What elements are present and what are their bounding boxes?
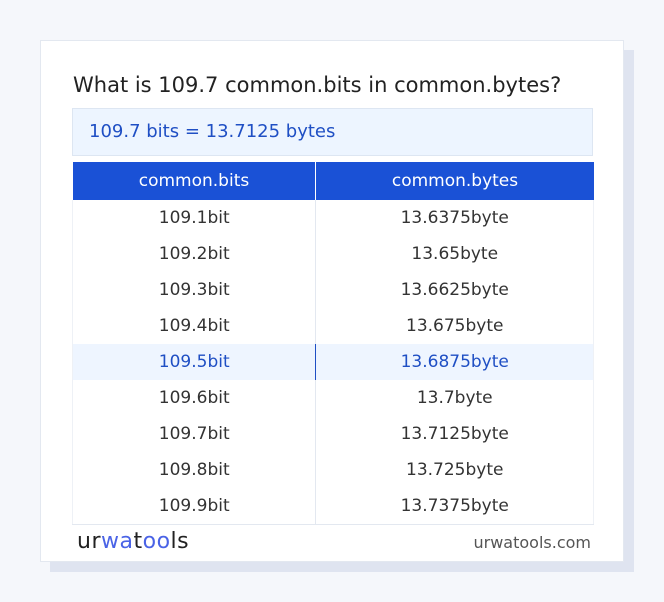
bytes-cell: 13.65byte bbox=[411, 244, 499, 264]
bits-cell: 109.8bit bbox=[72, 452, 317, 488]
bytes-cell: 13.6375byte bbox=[400, 208, 509, 228]
bytes-cell: 13.7375byte bbox=[400, 496, 509, 516]
bytes-cell: 13.7byte bbox=[416, 388, 493, 408]
table-row: 109.9bit 13.7375byte bbox=[72, 488, 594, 525]
column-header-bits: common.bits bbox=[72, 162, 317, 200]
bits-cell: 109.7bit bbox=[72, 416, 317, 452]
table-row: 109.5bit 13.6875byte bbox=[72, 344, 594, 380]
bytes-cell: 13.675byte bbox=[406, 316, 504, 336]
bits-cell: 109.2bit bbox=[72, 236, 317, 272]
table-row: 109.7bit 13.7125byte bbox=[72, 416, 594, 452]
conversion-result: 109.7 bits = 13.7125 bytes bbox=[72, 108, 593, 156]
site-link[interactable]: urwatools.com bbox=[473, 533, 592, 552]
conversion-table: common.bits common.bytes 109.1bit 13.6375… bbox=[72, 162, 594, 525]
bits-cell: 109.5bit bbox=[72, 344, 317, 380]
bytes-cell: 13.6625byte bbox=[400, 280, 509, 300]
converter-card: What is 109.7 common.bits in common.byte… bbox=[40, 40, 624, 562]
bytes-cell: 13.725byte bbox=[406, 460, 504, 480]
table-row: 109.8bit 13.725byte bbox=[72, 452, 594, 488]
table-row: 109.1bit 13.6375byte bbox=[72, 200, 594, 236]
urwatools-logo[interactable]: urwatools bbox=[77, 529, 190, 554]
bytes-cell: 13.7125byte bbox=[400, 424, 509, 444]
table-row: 109.6bit 13.7byte bbox=[72, 380, 594, 416]
bits-cell: 109.1bit bbox=[72, 200, 317, 236]
page-title: What is 109.7 common.bits in common.byte… bbox=[73, 73, 562, 97]
bits-cell: 109.4bit bbox=[72, 308, 317, 344]
bits-cell: 109.9bit bbox=[72, 488, 317, 525]
table-row: 109.3bit 13.6625byte bbox=[72, 272, 594, 308]
table-row: 109.4bit 13.675byte bbox=[72, 308, 594, 344]
bits-cell: 109.3bit bbox=[72, 272, 317, 308]
bits-cell: 109.6bit bbox=[72, 380, 317, 416]
bytes-cell: 13.6875byte bbox=[315, 344, 594, 380]
table-row: 109.2bit 13.65byte bbox=[72, 236, 594, 272]
column-header-bytes: common.bytes bbox=[315, 162, 594, 200]
